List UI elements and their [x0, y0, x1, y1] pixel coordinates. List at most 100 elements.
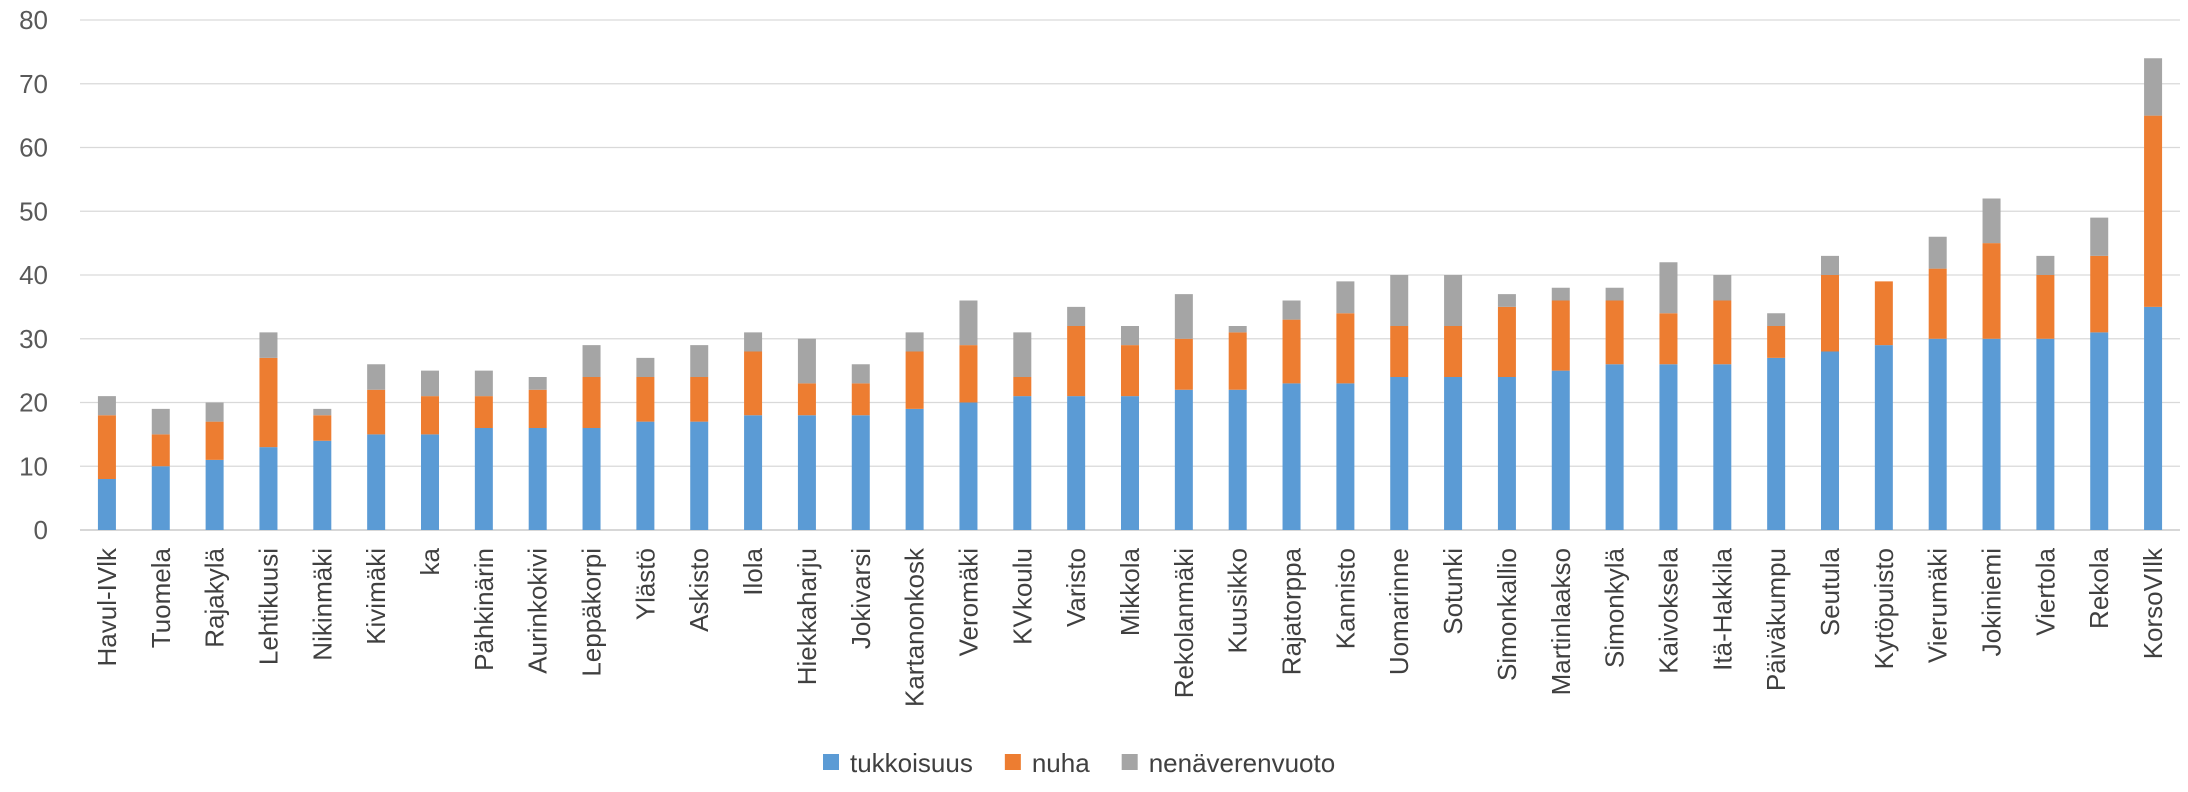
legend-swatch-tukkoisuus	[823, 754, 839, 770]
bar-segment-nenäverenvuoto	[1713, 275, 1732, 301]
x-tick-label: Uomarinne	[1384, 548, 1414, 675]
y-tick-label: 0	[34, 515, 48, 545]
x-tick-label: Nikinmäki	[307, 548, 337, 661]
x-tick-label: Kaivoksela	[1653, 547, 1683, 673]
bar-segment-nenäverenvuoto	[2090, 217, 2109, 256]
bar-segment-tukkoisuus	[259, 447, 278, 530]
y-tick-label: 20	[19, 388, 48, 418]
bar-segment-tukkoisuus	[1821, 351, 1839, 530]
x-tick-label: Aurinkokivi	[523, 548, 553, 674]
bar-segment-nenäverenvuoto	[1228, 326, 1247, 333]
bar-segment-nenäverenvuoto	[797, 338, 816, 384]
bar-segment-nuha	[1282, 319, 1301, 384]
bar-segment-tukkoisuus	[2144, 306, 2163, 530]
y-tick-label: 30	[19, 324, 48, 354]
bar-segment-tukkoisuus	[528, 428, 547, 530]
bar-segment-tukkoisuus	[421, 434, 439, 530]
legend-label: tukkoisuus	[850, 748, 973, 778]
x-tick-label: Havul-IVlk	[92, 547, 122, 666]
x-tick-label: Jokiniemi	[1977, 548, 2007, 656]
bar-segment-nenäverenvuoto	[1497, 294, 1516, 307]
bar-segment-tukkoisuus	[1336, 383, 1355, 530]
bar-segment-nenäverenvuoto	[1174, 294, 1193, 339]
bar-segment-nuha	[2036, 275, 2055, 339]
bar-segment-tukkoisuus	[1121, 396, 1139, 530]
x-tick-label: Rajakylä	[200, 547, 230, 647]
bar-segment-nuha	[205, 421, 224, 460]
bar-segment-tukkoisuus	[1874, 345, 1893, 530]
bar-segment-nuha	[97, 415, 116, 479]
bar-segment-tukkoisuus	[690, 421, 709, 530]
bar-segment-nenäverenvuoto	[582, 345, 601, 377]
bar-segment-nuha	[1228, 332, 1247, 390]
x-tick-label: Seutula	[1815, 547, 1845, 636]
x-tick-label: Martinlaakso	[1546, 548, 1576, 695]
x-tick-label: Rekolanmäki	[1169, 548, 1199, 698]
bar-segment-nuha	[474, 396, 493, 428]
bar-segment-nenäverenvuoto	[1121, 326, 1139, 346]
x-tick-label: Leppäkorpi	[577, 548, 607, 677]
y-tick-label: 60	[19, 133, 48, 163]
bar-segment-tukkoisuus	[1659, 364, 1678, 530]
x-tick-label: Kivimäki	[361, 548, 391, 645]
x-tick-label: Vierumäki	[1923, 548, 1953, 663]
bar-segment-nenäverenvuoto	[1013, 332, 1032, 377]
bar-segment-nenäverenvuoto	[367, 364, 386, 390]
bar-segment-nenäverenvuoto	[744, 332, 763, 352]
bar-segment-nuha	[259, 357, 278, 448]
bar-segment-nuha	[797, 383, 816, 416]
bar-segment-nenäverenvuoto	[1551, 287, 1570, 301]
legend-swatch-nenäverenvuoto	[1121, 754, 1138, 770]
bar-segment-nuha	[636, 377, 655, 422]
bar-segment-nuha	[1874, 281, 1893, 346]
bar-segment-nuha	[1659, 313, 1678, 365]
bar-segment-nenäverenvuoto	[1605, 287, 1624, 301]
bar-segment-nuha	[2144, 115, 2163, 307]
x-tick-label: Hiekkaharju	[792, 548, 822, 685]
bar-segment-nenäverenvuoto	[1821, 255, 1839, 275]
bar-segment-nenäverenvuoto	[1444, 275, 1463, 326]
bar-segment-nuha	[151, 434, 170, 467]
bar-segment-nuha	[528, 389, 547, 428]
bar-segment-nenäverenvuoto	[690, 345, 709, 377]
x-tick-label: Ilola	[738, 547, 768, 595]
bar-segment-nuha	[851, 383, 870, 416]
bar-segment-nenäverenvuoto	[905, 332, 924, 352]
bar-segment-nenäverenvuoto	[1336, 281, 1355, 314]
x-tick-label: KVkoulu	[1007, 548, 1037, 645]
bar-segment-tukkoisuus	[1497, 377, 1516, 530]
bar-segment-nuha	[421, 396, 439, 435]
x-tick-label: Viertola	[2030, 547, 2060, 635]
bar-segment-tukkoisuus	[1551, 370, 1570, 530]
bar-segment-nuha	[1928, 268, 1947, 339]
legend-swatch-nuha	[1004, 754, 1021, 770]
y-tick-label: 50	[19, 196, 48, 226]
x-tick-label: Ylästö	[630, 548, 660, 620]
bar-segment-tukkoisuus	[1982, 338, 2001, 530]
bar-segment-nuha	[313, 415, 332, 441]
bar-segment-nuha	[1013, 377, 1032, 397]
x-tick-label: Rekola	[2084, 547, 2114, 628]
bars	[97, 58, 2163, 530]
bar-segment-tukkoisuus	[1174, 389, 1193, 530]
bar-segment-tukkoisuus	[97, 479, 116, 530]
bar-segment-tukkoisuus	[744, 415, 763, 530]
legend: tukkoisuus nuha nenäverenvuoto	[823, 748, 1335, 778]
bar-segment-nenäverenvuoto	[528, 377, 547, 390]
bar-segment-tukkoisuus	[151, 466, 170, 530]
legend-label: nuha	[1032, 748, 1090, 778]
x-tick-label: Päiväkumpu	[1761, 548, 1791, 691]
y-tick-label: 80	[19, 5, 48, 35]
bar-segment-tukkoisuus	[2090, 332, 2109, 530]
bar-segment-tukkoisuus	[582, 428, 601, 530]
bar-segment-nuha	[1713, 300, 1732, 365]
x-tick-label: Jokivarsi	[846, 548, 876, 649]
bar-segment-nuha	[2090, 255, 2109, 333]
bar-segment-tukkoisuus	[1928, 338, 1947, 530]
x-tick-label: Lehtikuusi	[253, 548, 283, 665]
x-tick-label: Mikkola	[1115, 547, 1145, 636]
bar-segment-tukkoisuus	[1605, 364, 1624, 530]
bar-segment-nenäverenvuoto	[205, 402, 224, 422]
bar-segment-nenäverenvuoto	[421, 370, 439, 397]
